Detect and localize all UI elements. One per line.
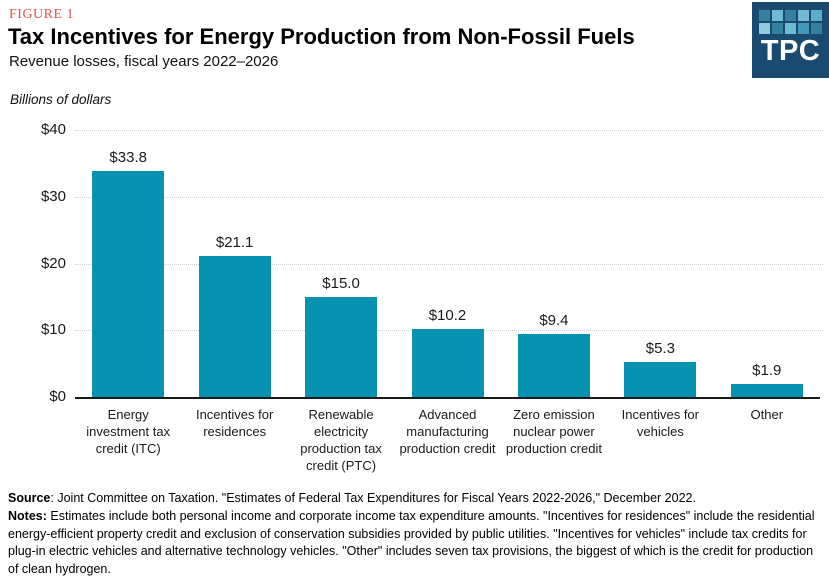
logo-square-icon bbox=[759, 10, 770, 21]
bar bbox=[92, 171, 165, 397]
figure-subtitle: Revenue losses, fiscal years 2022–2026 bbox=[9, 53, 279, 70]
source-label: Source bbox=[8, 491, 51, 505]
notes-line: Notes: Estimates include both personal i… bbox=[8, 508, 821, 579]
logo-square-icon bbox=[772, 10, 783, 21]
y-axis-tick-label: $10 bbox=[40, 321, 66, 339]
y-axis-tick-label: $30 bbox=[40, 187, 66, 205]
bar-value-label: $9.4 bbox=[539, 312, 569, 330]
logo-square-icon bbox=[798, 10, 809, 21]
bar-value-label: $15.0 bbox=[322, 274, 360, 292]
bar bbox=[305, 296, 378, 397]
x-axis-category-label: Incentives for vehicles bbox=[621, 407, 699, 439]
tpc-logo-text: TPC bbox=[760, 35, 821, 67]
x-axis-category-label: Zero emission nuclear power production c… bbox=[505, 407, 602, 456]
x-axis-category-label: Other bbox=[750, 407, 784, 422]
logo-square-icon bbox=[785, 23, 796, 34]
x-axis-line bbox=[75, 397, 820, 399]
bar-value-label: $1.9 bbox=[752, 362, 782, 380]
bar-chart: $0 $10 $20 $30 $40 $33.8 Energy investment tax… bbox=[0, 110, 829, 490]
tpc-logo-grid-icon bbox=[759, 10, 822, 34]
x-axis-category-label: Renewable electricity production tax cre… bbox=[300, 407, 382, 473]
logo-square-icon bbox=[772, 23, 783, 34]
footer-notes: Source: Joint Committee on Taxation. "Es… bbox=[8, 490, 821, 579]
notes-label: Notes: bbox=[8, 508, 47, 523]
bar bbox=[198, 256, 271, 397]
axis-units-label: Billions of dollars bbox=[10, 92, 112, 107]
page-title: Tax Incentives for Energy Production fro… bbox=[8, 24, 635, 49]
gridline bbox=[75, 196, 823, 198]
x-axis-category-label: Advanced manufacturing production credit bbox=[399, 407, 496, 456]
source-line: Source: Joint Committee on Taxation. "Es… bbox=[8, 490, 821, 508]
logo-square-icon bbox=[785, 10, 796, 21]
bar bbox=[730, 384, 803, 397]
logo-square-icon bbox=[811, 10, 822, 21]
bar bbox=[411, 328, 484, 397]
tpc-logo: TPC bbox=[752, 2, 829, 78]
bar-value-label: $21.1 bbox=[215, 234, 254, 252]
bar bbox=[624, 361, 697, 397]
x-axis-category-label: Incentives for residences bbox=[195, 407, 274, 439]
y-axis-tick-label: $0 bbox=[49, 388, 66, 405]
x-axis-category-label: Energy investment tax credit (ITC) bbox=[86, 407, 171, 456]
logo-square-icon bbox=[798, 23, 809, 34]
bar bbox=[517, 334, 590, 397]
gridline bbox=[75, 130, 823, 131]
y-axis-tick-label: $40 bbox=[40, 121, 66, 138]
bar-value-label: $10.2 bbox=[428, 306, 467, 324]
source-text: : Joint Committee on Taxation. "Estimate… bbox=[50, 491, 696, 505]
y-axis-tick-label: $20 bbox=[40, 254, 66, 272]
gridline bbox=[75, 263, 823, 265]
bar-value-label: $5.3 bbox=[645, 339, 675, 357]
logo-square-icon bbox=[759, 23, 770, 34]
bar-value-label: $33.8 bbox=[109, 149, 147, 167]
notes-text: Estimates include both personal income a… bbox=[8, 508, 815, 576]
figure-label: FIGURE 1 bbox=[9, 7, 75, 22]
logo-square-icon bbox=[811, 23, 822, 34]
